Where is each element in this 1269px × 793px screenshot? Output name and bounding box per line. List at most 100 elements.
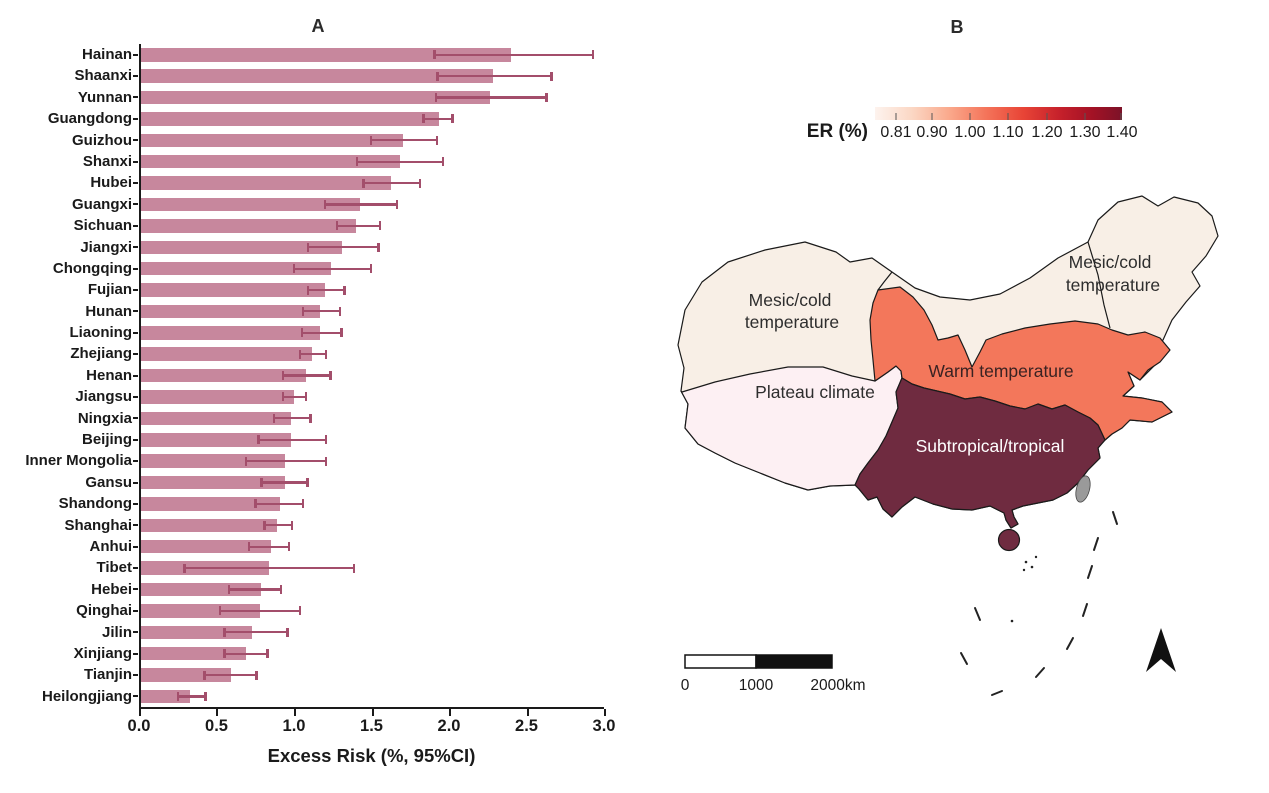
- x-tick-label: 0.0: [127, 717, 151, 736]
- bar-row: Shanxi: [6, 150, 640, 173]
- excess-risk-bar: [141, 518, 277, 533]
- north-arrow-icon: [1146, 628, 1176, 672]
- excess-risk-bar: [141, 326, 321, 340]
- panel-b: B ER (%) 0.81 0.90 1.00 1.10 1.20 1.30 1…: [640, 0, 1269, 793]
- province-label: Inner Mongolia: [25, 452, 132, 470]
- province-label: Guizhou: [72, 131, 132, 149]
- bar-track: [133, 150, 604, 173]
- province-label: Zhejiang: [70, 345, 132, 363]
- bar-row: Yunnan: [6, 86, 640, 109]
- excess-risk-bar: [141, 454, 285, 468]
- bar-track: [133, 86, 604, 109]
- svg-text:temperature: temperature: [745, 312, 839, 332]
- x-tick-mark: [604, 709, 606, 717]
- svg-text:1.20: 1.20: [1031, 124, 1062, 141]
- bar-row: Hainan: [6, 44, 640, 66]
- china-climate-map: B ER (%) 0.81 0.90 1.00 1.10 1.20 1.30 1…: [677, 17, 1219, 696]
- label-warm: Warm temperature: [928, 361, 1073, 381]
- svg-text:2000km: 2000km: [810, 677, 865, 694]
- colorbar-tick-marks: [895, 113, 1122, 120]
- ci-error-bar: [244, 456, 328, 467]
- bar-track: [133, 685, 604, 708]
- bar-track: [133, 514, 604, 536]
- label-mesic-nw: Mesic/cold: [749, 290, 832, 310]
- province-label: Guangdong: [47, 110, 132, 128]
- panel-a-title: A: [311, 16, 325, 36]
- bar-track: [133, 407, 604, 430]
- x-tick-mark: [139, 709, 141, 717]
- bar-track: [133, 44, 604, 66]
- ci-error-bar: [362, 178, 422, 189]
- bar-track: [133, 129, 604, 151]
- province-label: Shanghai: [64, 516, 132, 534]
- bar-row: Hebei: [6, 578, 640, 601]
- bar-row: Jiangxi: [6, 236, 640, 258]
- svg-text:1.40: 1.40: [1106, 124, 1137, 141]
- islet-dots: [1010, 555, 1038, 623]
- ci-error-bar: [248, 541, 291, 552]
- excess-risk-bar: [141, 112, 439, 126]
- province-label: Shanxi: [82, 152, 132, 170]
- x-tick-mark: [526, 709, 529, 717]
- bar-row: Guangdong: [6, 108, 640, 130]
- province-label: Ningxia: [77, 409, 132, 427]
- province-label: Henan: [86, 366, 132, 384]
- map-region-subtropical: [854, 377, 1106, 529]
- excess-risk-bar: [141, 411, 291, 426]
- bar-row: Liaoning: [6, 322, 640, 344]
- map-scalebar: 0 1000 2000km: [681, 654, 866, 694]
- x-tick-mark: [216, 709, 219, 717]
- bar-row: Ningxia: [6, 407, 640, 430]
- province-label: Hunan: [85, 302, 132, 320]
- province-label: Anhui: [89, 537, 133, 555]
- bar-track: [133, 557, 604, 579]
- ci-error-bar: [302, 306, 342, 317]
- x-tick-mark: [448, 709, 451, 717]
- bar-track: [133, 193, 604, 216]
- ci-error-bar: [177, 691, 207, 702]
- bar-track: [133, 471, 604, 494]
- bar-track: [133, 364, 604, 387]
- bar-row: Shanghai: [6, 514, 640, 536]
- bar-row: Xinjiang: [6, 642, 640, 665]
- ci-error-bar: [306, 285, 346, 296]
- colorbar-title: ER (%): [807, 121, 868, 142]
- excess-risk-bar: [141, 475, 285, 490]
- province-label: Guangxi: [71, 195, 132, 213]
- label-mesic-ne: Mesic/cold: [1069, 252, 1152, 272]
- ci-error-bar: [257, 434, 328, 445]
- ci-error-bar: [203, 670, 259, 681]
- x-tick-label: 3.0: [592, 717, 616, 736]
- province-label: Hubei: [90, 174, 132, 192]
- ci-error-bar: [272, 413, 312, 424]
- ci-error-bar: [223, 627, 289, 638]
- panel-b-title: B: [951, 17, 964, 37]
- province-label: Heilongjiang: [42, 687, 132, 705]
- bar-row: Heilongjiang: [6, 685, 640, 708]
- x-axis: 0.0 0.5 1.0 1.5 2.0 2.5 3.0: [128, 707, 615, 743]
- province-label: Jiangxi: [80, 238, 132, 256]
- bar-track: [133, 664, 604, 686]
- x-tick-label: 0.5: [205, 717, 228, 736]
- ci-error-bar: [292, 263, 373, 274]
- ci-error-bar: [281, 392, 308, 402]
- bar-row: Hunan: [6, 300, 640, 323]
- x-tick-label: 1.5: [360, 717, 383, 736]
- x-tick-label: 2.0: [437, 717, 461, 736]
- province-label: Hebei: [91, 580, 132, 598]
- nine-dash-line: [960, 511, 1118, 696]
- bar-row: Guangxi: [6, 193, 640, 216]
- ci-error-bar: [422, 114, 455, 124]
- excess-risk-bar: [141, 347, 313, 361]
- excess-risk-bar: [141, 646, 246, 661]
- ci-error-bar: [434, 92, 548, 103]
- bar-track: [133, 322, 604, 344]
- bar-track: [133, 65, 604, 87]
- excess-risk-bar: [141, 433, 291, 447]
- ci-error-bar: [306, 242, 380, 253]
- svg-text:temperature: temperature: [1066, 275, 1160, 295]
- province-label: Liaoning: [69, 324, 133, 342]
- svg-text:0: 0: [681, 677, 690, 694]
- bar-row: Jilin: [6, 621, 640, 643]
- svg-text:0.81: 0.81: [880, 124, 911, 141]
